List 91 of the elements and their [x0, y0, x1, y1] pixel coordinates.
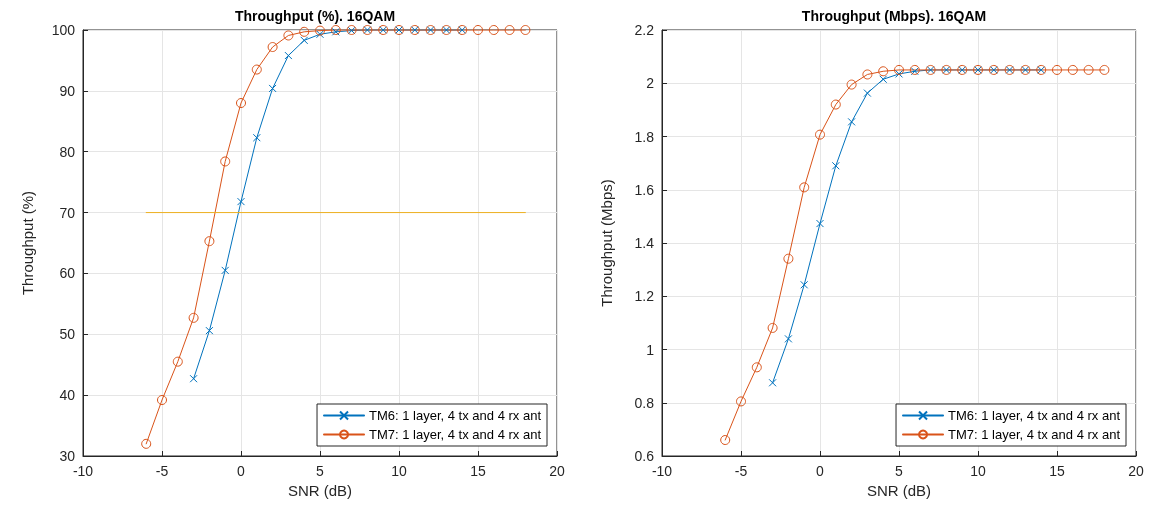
point [504, 25, 515, 35]
y-axis-title: Throughput (%) [19, 190, 36, 296]
x-tick-label: 10 [391, 463, 407, 479]
y-tick-label: 0.8 [634, 394, 655, 411]
point [189, 374, 198, 383]
x-axis-title: SNR (dB) [866, 481, 932, 499]
point [473, 25, 483, 35]
point [220, 156, 231, 167]
point [800, 280, 809, 289]
point [188, 312, 199, 323]
point [815, 129, 825, 140]
point [895, 69, 903, 78]
point [1083, 64, 1094, 75]
y-tick-label: 30 [59, 448, 76, 464]
x-tick-label: 15 [1049, 463, 1065, 479]
x-tick-label: 20 [1128, 463, 1144, 479]
legend-label: TM6: 1 layer, 4 tx and 4 rx ant [948, 408, 1121, 423]
y-tick-label: 50 [59, 326, 76, 343]
x-tick-label: 10 [970, 463, 986, 479]
chart-title: Throughput (%). 16QAM [234, 8, 396, 24]
y-tick-label: 2.2 [634, 22, 655, 38]
point [784, 334, 793, 343]
point [847, 117, 856, 126]
point [252, 133, 261, 142]
point [894, 64, 904, 75]
x-tick-label: 0 [816, 463, 825, 479]
point [736, 396, 746, 407]
y-tick-label: 40 [59, 387, 76, 404]
point [862, 69, 873, 80]
legend-label: TM7: 1 layer, 4 tx and 4 rx ant [948, 427, 1121, 442]
point [846, 79, 857, 90]
point [720, 435, 731, 446]
x-tick-label: 15 [470, 463, 486, 479]
y-tick-label: 1.6 [634, 181, 655, 198]
y-tick-label: 60 [59, 265, 76, 282]
x-tick-label: -10 [651, 463, 673, 479]
point [1052, 64, 1062, 75]
y-tick-label: 0.6 [634, 448, 655, 464]
point [316, 30, 324, 39]
point [520, 25, 531, 35]
legend-label: TM6: 1 layer, 4 tx and 4 rx ant [369, 408, 542, 423]
point [768, 378, 777, 387]
point [1099, 64, 1110, 75]
point [751, 362, 762, 373]
point [816, 219, 824, 228]
y-tick-label: 1 [646, 341, 655, 358]
point [283, 30, 294, 41]
y-axis-title: Throughput (Mbps) [598, 179, 615, 307]
x-tick-label: 20 [549, 463, 565, 479]
x-tick-label: -10 [72, 463, 94, 479]
point [299, 26, 310, 37]
point [767, 322, 778, 333]
x-tick-label: -5 [155, 463, 169, 479]
point [488, 25, 499, 35]
point [221, 266, 230, 275]
point [172, 356, 183, 367]
point [830, 99, 841, 110]
point [879, 75, 888, 84]
point [783, 253, 794, 264]
x-axis-title: SNR (dB) [287, 481, 353, 499]
y-tick-label: 70 [59, 204, 76, 221]
point [205, 326, 214, 335]
point [236, 98, 246, 109]
point [204, 236, 215, 247]
point [863, 89, 872, 98]
point [267, 42, 278, 53]
point [878, 66, 889, 77]
y-tick-label: 1.4 [634, 235, 655, 251]
x-tick-label: 0 [237, 463, 246, 479]
y-tick-label: 90 [59, 82, 76, 99]
point [799, 182, 810, 193]
y-tick-label: 80 [59, 143, 76, 160]
point [1067, 64, 1078, 75]
point [157, 395, 167, 406]
y-tick-label: 2 [646, 75, 655, 92]
x-tick-label: -5 [734, 463, 748, 479]
y-tick-label: 100 [51, 22, 76, 38]
point [315, 25, 325, 36]
point [251, 64, 262, 75]
point [141, 438, 152, 449]
point [300, 36, 309, 45]
x-tick-label: 5 [316, 463, 325, 479]
point [237, 197, 245, 206]
x-tick-label: 5 [895, 463, 904, 479]
point [268, 84, 277, 93]
point [284, 51, 293, 60]
point [831, 161, 840, 170]
chart-title: Throughput (Mbps). 16QAM [801, 8, 987, 24]
y-tick-label: 1.8 [634, 128, 655, 145]
legend-label: TM7: 1 layer, 4 tx and 4 rx ant [369, 427, 542, 442]
y-tick-label: 1.2 [634, 288, 655, 305]
